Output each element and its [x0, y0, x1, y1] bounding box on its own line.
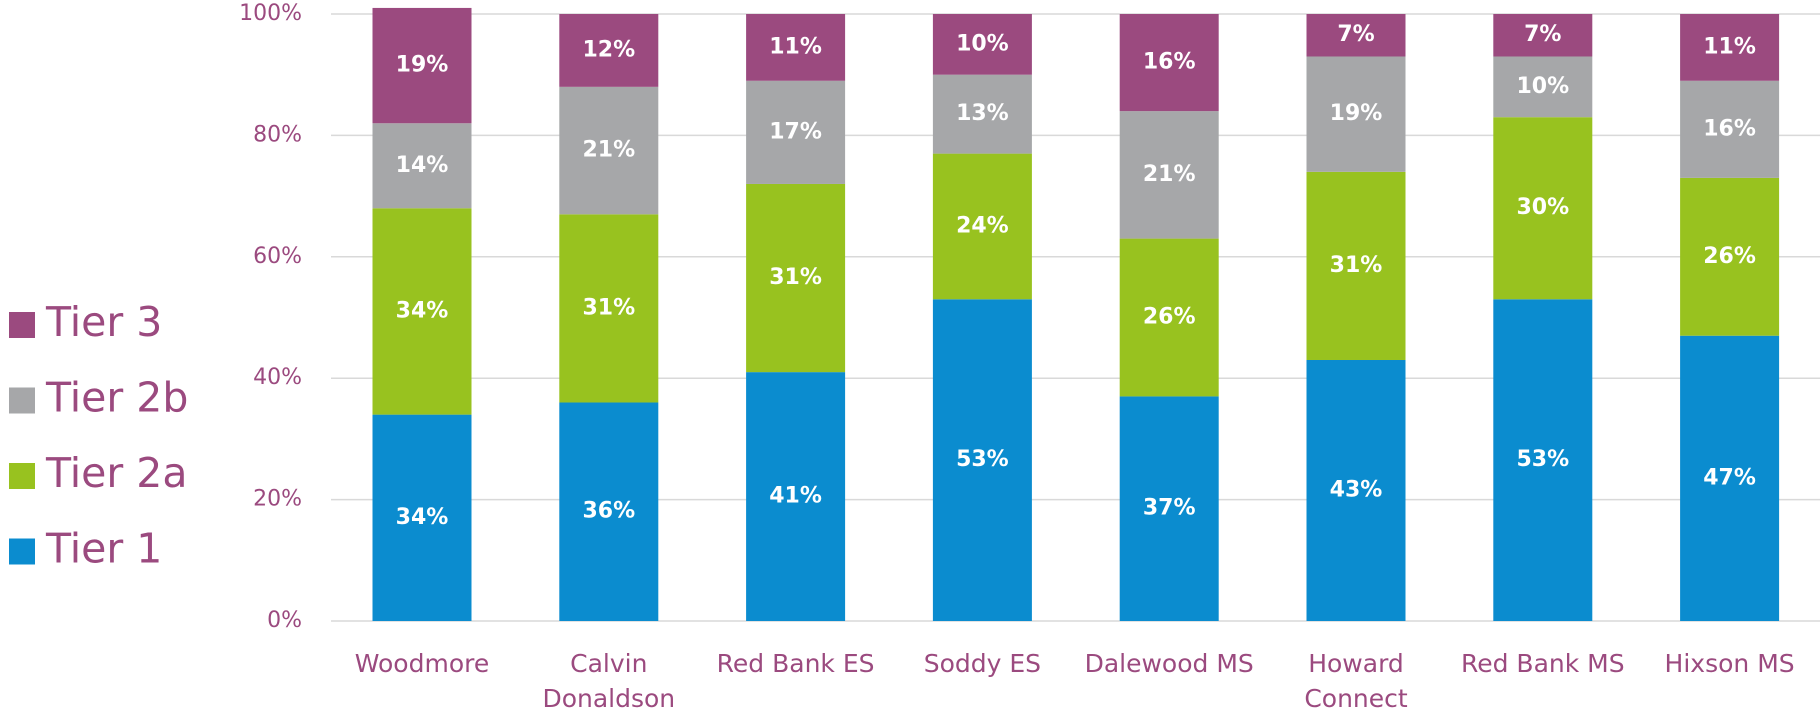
data-label: 16%: [1143, 50, 1196, 75]
data-label: 37%: [1143, 496, 1196, 521]
y-tick-label: 100%: [239, 1, 302, 26]
bar-segment: [1119, 111, 1219, 239]
bar-segment: [1119, 396, 1219, 621]
data-label: 26%: [1703, 244, 1756, 269]
legend-label: Tier 2a: [45, 449, 188, 497]
legend-label: Tier 2b: [45, 374, 188, 422]
bar-segment: [932, 14, 1032, 75]
data-label: 47%: [1703, 465, 1756, 490]
data-label: 19%: [1330, 101, 1383, 126]
legend-swatch: [9, 538, 35, 565]
data-label: 34%: [396, 298, 449, 323]
bar-segment: [1493, 14, 1593, 57]
data-label: 11%: [1703, 34, 1756, 59]
bar-segment: [372, 123, 472, 209]
legend-swatch: [9, 312, 35, 338]
x-tick-label: Howard Connect: [1304, 649, 1408, 711]
data-label: 53%: [1516, 447, 1569, 472]
data-label: 36%: [582, 499, 635, 524]
x-tick-label: Dalewood MS: [1084, 649, 1254, 678]
data-label: 7%: [1337, 22, 1374, 47]
data-label: 21%: [1143, 162, 1196, 187]
bar-segment: [932, 153, 1032, 300]
data-label: 14%: [396, 153, 449, 178]
bar-segment: [372, 7, 472, 124]
bar-segment: [1306, 359, 1406, 621]
data-label: 11%: [769, 34, 822, 59]
data-label: 31%: [769, 265, 822, 290]
bar-segment: [932, 74, 1032, 154]
bar-segment: [1493, 299, 1593, 621]
data-label: 17%: [769, 119, 822, 144]
bar-segment: [1119, 14, 1219, 112]
x-tick-label: Hixson MS: [1664, 649, 1795, 678]
bar-segment: [1680, 177, 1780, 336]
bar-segment: [1493, 56, 1593, 118]
bar-segment: [559, 402, 659, 621]
data-label: 21%: [582, 138, 635, 163]
y-tick-label: 0%: [267, 608, 302, 633]
bar-segment: [372, 208, 472, 415]
legend-swatch: [9, 387, 35, 414]
bar-segment: [1680, 335, 1780, 621]
bar-segment: [746, 14, 846, 81]
legend-swatch: [9, 463, 35, 489]
bar-segment: [559, 86, 659, 215]
bar-segment: [1493, 117, 1593, 300]
data-label: 41%: [769, 484, 822, 509]
data-label: 10%: [1516, 74, 1569, 99]
x-tick-label: Soddy ES: [923, 649, 1042, 678]
data-label: 19%: [396, 53, 449, 78]
x-tick-label: Red Bank ES: [716, 649, 875, 678]
data-label: 16%: [1703, 116, 1756, 141]
data-label: 24%: [956, 213, 1009, 238]
legend-label: Tier 3: [45, 298, 162, 346]
data-label: 31%: [1330, 253, 1383, 278]
bar-segment: [559, 214, 659, 403]
y-tick-label: 40%: [253, 365, 302, 390]
data-label: 12%: [582, 37, 635, 62]
bar-segment: [746, 80, 846, 184]
data-label: 43%: [1330, 477, 1383, 502]
bar-segment: [1306, 171, 1406, 360]
data-label: 13%: [956, 101, 1009, 126]
bar-segment: [1306, 14, 1406, 57]
data-label: 34%: [396, 505, 449, 530]
data-label: 10%: [956, 31, 1009, 56]
bar-segment: [1680, 80, 1780, 178]
x-tick-label: Red Bank MS: [1460, 649, 1625, 678]
bar-segment: [1119, 238, 1219, 397]
bar-segment: [746, 183, 846, 373]
y-tick-label: 20%: [253, 487, 302, 512]
data-label: 31%: [582, 295, 635, 320]
bar-segment: [746, 372, 846, 621]
data-label: 30%: [1516, 195, 1569, 220]
bar-segment: [372, 414, 472, 621]
bar-segment: [559, 14, 659, 87]
y-tick-label: 80%: [253, 122, 302, 147]
bar-segment: [932, 299, 1032, 621]
x-tick-label: Woodmore: [354, 649, 490, 678]
x-tick-label: Calvin Donaldson: [542, 649, 676, 711]
data-label: 26%: [1143, 305, 1196, 330]
bar-segment: [1306, 56, 1406, 172]
data-label: 53%: [956, 447, 1009, 472]
y-tick-label: 60%: [253, 244, 302, 269]
data-label: 7%: [1524, 22, 1561, 47]
bar-segment: [1680, 14, 1780, 81]
legend-label: Tier 1: [45, 525, 162, 573]
